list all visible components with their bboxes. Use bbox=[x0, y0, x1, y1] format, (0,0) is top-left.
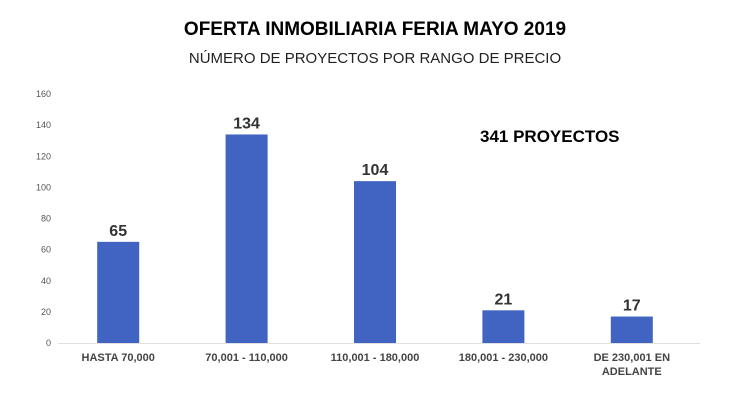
y-tick-label: 40 bbox=[41, 276, 51, 286]
y-tick-label: 160 bbox=[36, 89, 51, 99]
bar bbox=[482, 310, 525, 343]
data-label: 65 bbox=[109, 223, 127, 240]
y-tick-label: 140 bbox=[36, 120, 51, 130]
bar bbox=[354, 181, 396, 343]
x-tick-label: HASTA 70,000 bbox=[82, 352, 155, 364]
data-label: 21 bbox=[495, 291, 513, 308]
y-tick-label: 120 bbox=[36, 151, 51, 161]
bar bbox=[610, 316, 653, 343]
y-tick-label: 80 bbox=[41, 214, 51, 224]
y-tick-label: 100 bbox=[36, 182, 51, 192]
x-tick-label: 70,001 - 110,000 bbox=[205, 352, 288, 364]
data-label: 134 bbox=[233, 115, 260, 132]
y-tick-label: 0 bbox=[46, 338, 51, 348]
bar bbox=[225, 134, 268, 343]
chart-subtitle: NÚMERO DE PROYECTOS POR RANGO DE PRECIO bbox=[188, 50, 562, 67]
y-tick-label: 60 bbox=[41, 245, 51, 255]
data-label: 17 bbox=[623, 298, 641, 315]
x-tick-label: 110,001 - 180,000 bbox=[331, 352, 420, 364]
x-tick-label: 180,001 - 230,000 bbox=[459, 352, 548, 364]
bar bbox=[97, 241, 140, 343]
data-label: 104 bbox=[362, 162, 389, 179]
total-annotation: 341 PROYECTOS bbox=[480, 127, 620, 146]
x-tick-label: DE 230,001 EN bbox=[594, 352, 670, 364]
chart-title: OFERTA INMOBILIARIA FERIA MAYO 2019 bbox=[183, 19, 567, 40]
x-tick-label: ADELANTE bbox=[602, 366, 662, 378]
y-tick-label: 20 bbox=[41, 307, 51, 317]
